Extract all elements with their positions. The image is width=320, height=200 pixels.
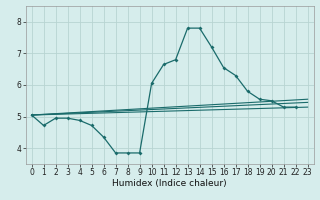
X-axis label: Humidex (Indice chaleur): Humidex (Indice chaleur) — [112, 179, 227, 188]
